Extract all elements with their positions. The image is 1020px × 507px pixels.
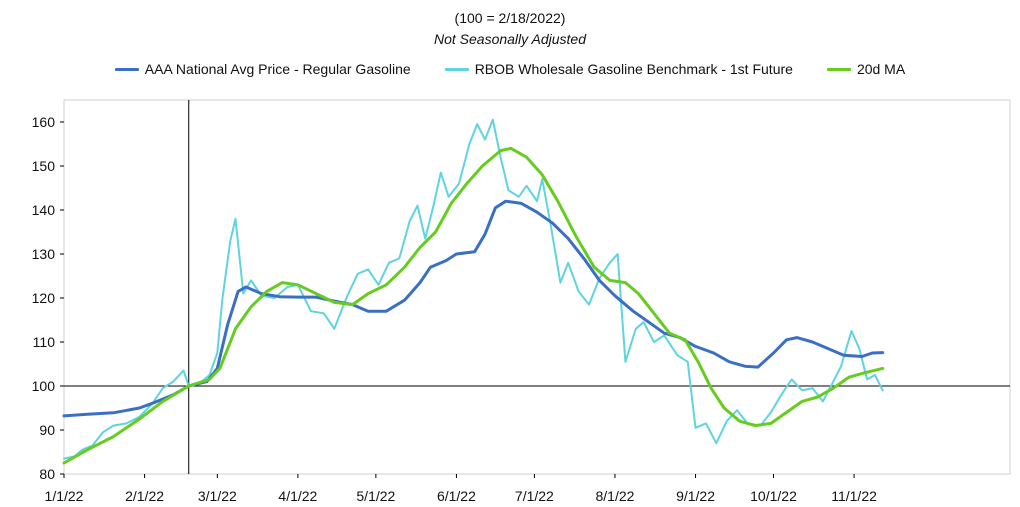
- x-tick-label: 11/1/22: [831, 488, 877, 504]
- y-tick-label: 110: [33, 334, 56, 350]
- chart-legend: AAA National Avg Price - Regular Gasolin…: [0, 61, 1020, 77]
- y-tick-label: 130: [32, 246, 56, 262]
- legend-item-ma: 20d MA: [826, 61, 906, 77]
- x-tick-label: 9/1/22: [676, 488, 715, 504]
- y-tick-label: 150: [32, 158, 56, 174]
- legend-swatch-aaa: [114, 67, 139, 71]
- x-tick-label: 10/1/22: [750, 488, 797, 504]
- x-tick-label: 1/1/22: [45, 488, 84, 504]
- ma-20d-line: [62, 146, 885, 465]
- legend-swatch-rbob: [444, 67, 469, 71]
- chart-title: (100 = 2/18/2022): [454, 10, 566, 26]
- legend-label-aaa: AAA National Avg Price - Regular Gasolin…: [144, 61, 411, 77]
- rbob-wholesale-line: [63, 118, 884, 460]
- x-tick-label: 2/1/22: [125, 488, 164, 504]
- legend-item-aaa: AAA National Avg Price - Regular Gasolin…: [114, 61, 411, 77]
- aaa-national-avg-line: [62, 199, 885, 418]
- legend-item-rbob: RBOB Wholesale Gasoline Benchmark - 1st …: [444, 61, 793, 77]
- x-tick-label: 4/1/22: [278, 488, 317, 504]
- legend-swatch-ma: [826, 67, 851, 71]
- y-tick-label: 120: [32, 290, 56, 306]
- y-tick-label: 100: [32, 378, 56, 394]
- x-tick-label: 7/1/22: [515, 488, 554, 504]
- legend-label-ma: 20d MA: [856, 61, 906, 77]
- x-tick-label: 6/1/22: [437, 488, 476, 504]
- x-tick-label: 5/1/22: [356, 488, 395, 504]
- chart-subtitle: Not Seasonally Adjusted: [433, 31, 587, 47]
- y-tick-label: 160: [32, 114, 56, 130]
- x-tick-label: 3/1/22: [198, 488, 237, 504]
- y-tick-label: 90: [39, 422, 55, 438]
- plot-frame: [63, 99, 1011, 475]
- legend-label-rbob: RBOB Wholesale Gasoline Benchmark - 1st …: [474, 61, 793, 77]
- x-tick-label: 8/1/22: [595, 488, 634, 504]
- y-tick-label: 140: [32, 202, 56, 218]
- y-tick-label: 80: [39, 466, 55, 482]
